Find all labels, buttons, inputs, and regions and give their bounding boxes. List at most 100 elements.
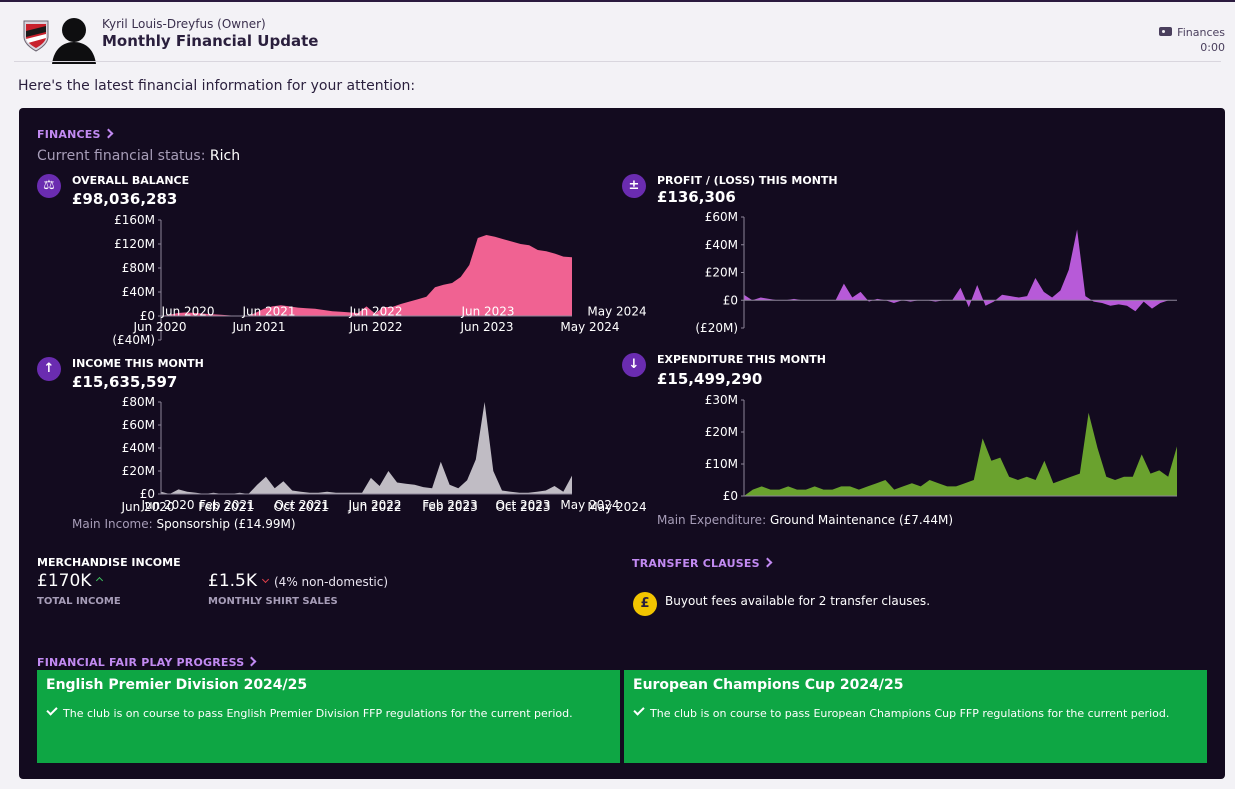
transfer-clauses-text: Buyout fees available for 2 transfer cla… [665,594,931,608]
x-tick-label: May 2024 [587,500,646,514]
ffp-card-message-text: The club is on course to pass English Pr… [63,707,573,720]
merchandise-title: MERCHANDISE INCOME [37,556,181,569]
x-tick-label: Feb 2021 [198,500,254,514]
y-tick-label: £20M [705,266,738,280]
finances-panel: FINANCES Current financial status: Rich … [19,108,1225,779]
non-domestic-note: (4% non-domestic) [274,575,389,589]
status-label: Current financial status: [37,148,206,164]
y-tick-label: £160M [114,213,155,227]
x-tick-label: Jun 2020 [140,498,194,512]
main-expenditure-label: Main Expenditure: [657,513,767,527]
main-income-value: Sponsorship (£14.99M) [156,517,296,531]
intro-text: Here's the latest financial information … [18,78,416,94]
x-tick-label: Feb 2023 [422,500,478,514]
ffp-card-message: The club is on course to pass English Pr… [46,704,573,720]
club-badge-icon[interactable] [22,19,50,53]
ffp-card-champions-cup: European Champions Cup 2024/25 The club … [624,670,1207,763]
main-income-label: Main Income: [72,517,153,531]
finances-link-label: FINANCES [37,128,101,141]
total-income-amount: £170K [37,571,92,591]
y-tick-label: (£40M) [112,333,155,347]
finances-link[interactable]: FINANCES [37,128,114,141]
main-income: Main Income: Sponsorship (£14.99M) [72,517,296,531]
ffp-card-premier-division: English Premier Division 2024/25 The clu… [37,670,620,763]
header-divider [14,61,1221,62]
pound-coin-icon: £ [633,592,657,616]
ffp-card-message: The club is on course to pass European C… [633,704,1170,720]
x-tick-label: Jun 2020 [132,320,186,334]
y-tick-label: (£20M) [695,321,738,335]
message-header: Kyril Louis-Dreyfus (Owner) Monthly Fina… [0,2,1235,64]
chart-area-series [744,412,1177,496]
overall-balance-value: £98,036,283 [72,190,178,208]
monthly-shirt-sales-amount: £1.5K [208,571,257,591]
x-tick-label: Jun 2022 [348,304,402,318]
y-tick-label: £0 [723,293,738,307]
income-title: INCOME THIS MONTH [72,357,204,370]
y-tick-label: £80M [122,395,155,409]
chart-area-series [744,229,1177,312]
ffp-card-title: English Premier Division 2024/25 [46,677,308,693]
x-tick-label: Jun 2020 [120,500,174,514]
trend-down-icon [261,575,270,584]
profit-loss-value: £136,306 [657,188,736,206]
plus-minus-icon: ± [622,174,646,198]
arrow-up-icon: ↑ [37,357,61,381]
income-value: £15,635,597 [72,373,178,391]
overall-balance-chart[interactable]: £160M£120M£80M£40M£0(£40M)Jun 2020 Jun 20… [19,208,619,348]
overall-balance-title: OVERALL BALANCE [72,174,190,187]
x-tick-label: Feb 2021 [199,498,255,512]
x-tick-label: Jun 2021 [231,320,285,334]
x-tick-label: Jun 2022 [347,498,401,512]
x-tick-label: Oct 2021 [274,498,329,512]
main-expenditure: Main Expenditure: Ground Maintenance (£7… [657,513,953,527]
y-tick-label: £10M [705,457,738,471]
x-tick-label: Jun 2022 [347,500,401,514]
owner-avatar[interactable] [50,12,98,64]
y-tick-label: £60M [122,418,155,432]
y-tick-label: £40M [122,285,155,299]
x-tick-label: May 2024 [560,498,619,512]
x-tick-label: May 2024 [560,320,619,334]
y-tick-label: £0 [140,309,155,323]
monthly-shirt-sales-label: MONTHLY SHIRT SALES [208,596,338,607]
x-tick-label: Oct 2021 [273,500,328,514]
financial-status: Current financial status: Rich [37,148,240,164]
x-tick-label: Oct 2023 [495,498,550,512]
y-tick-label: £40M [705,238,738,252]
expenditure-title: EXPENDITURE THIS MONTH [657,353,827,366]
y-tick-label: £60M [705,210,738,224]
checkmark-icon [633,704,645,716]
x-tick-label: Oct 2023 [495,500,550,514]
profit-loss-chart[interactable]: £60M £40M £20M £0 (£20M) Jun 2020 Jun 2021 Jun … [160,208,1204,338]
x-tick-label: Jun 2023 [459,320,513,334]
x-tick-label: Jun 2021 [241,304,295,318]
message-time: 0:00 [1200,41,1225,54]
status-value: Rich [209,148,241,164]
transfer-clauses-link[interactable]: TRANSFER CLAUSES [632,557,773,570]
chevron-right-icon [246,656,257,667]
expenditure-chart[interactable]: £30M £20M £10M £0 Jun 2020 Feb 2021 Oct 2021 Ju… [120,392,1204,514]
x-tick-label: May 2024 [587,304,646,318]
y-tick-label: £30M [705,393,738,407]
chart-area-series [161,402,572,494]
tag-icon [1159,27,1173,36]
y-tick-label: £20M [705,425,738,439]
ffp-progress-label: FINANCIAL FAIR PLAY PROGRESS [37,656,245,669]
x-tick-label: Feb 2023 [422,498,478,512]
scale-icon: ⚖ [37,174,61,198]
ffp-card-message-text: The club is on course to pass European C… [650,707,1170,720]
message-tag[interactable]: Finances 0:00 [1159,25,1225,55]
ffp-card-title: European Champions Cup 2024/25 [633,677,904,693]
y-tick-label: £40M [122,441,155,455]
ffp-progress-link[interactable]: FINANCIAL FAIR PLAY PROGRESS [37,656,257,669]
x-tick-label: Jun 2022 [348,320,402,334]
chevron-right-icon [103,128,114,139]
tag-label: Finances [1177,26,1225,39]
y-tick-label: £0 [723,489,738,503]
x-tick-label: Jun 2023 [460,304,514,318]
total-income-value: £170K [37,571,104,591]
transfer-clauses-label: TRANSFER CLAUSES [632,557,760,570]
top-accent-bar [0,0,1235,2]
